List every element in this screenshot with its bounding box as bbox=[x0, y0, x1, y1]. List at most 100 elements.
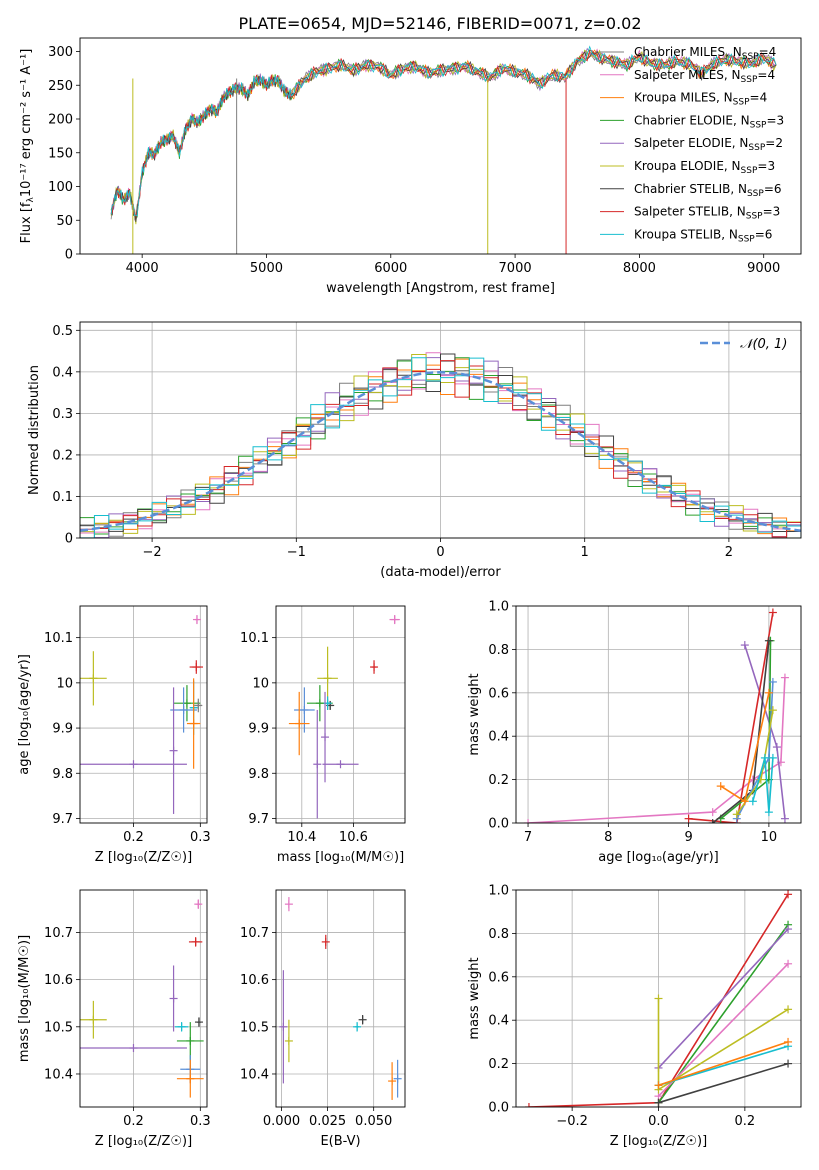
y-axis-label: mass weight bbox=[467, 957, 482, 1039]
y-tick-label: 9.7 bbox=[52, 812, 73, 827]
x-tick-label: 6000 bbox=[374, 261, 407, 276]
x-tick-label: 9000 bbox=[747, 261, 780, 276]
x-tick-label: 0.3 bbox=[190, 830, 211, 845]
histogram-step bbox=[80, 357, 801, 538]
x-tick-label: 7000 bbox=[499, 261, 532, 276]
weight-vs-metallicity-panel: −0.2 0.0 0.2 0.0 0.2 0.4 0.6 0.8 1.0 Z [log₁₀(Z/Z… bbox=[467, 884, 802, 1149]
y-axis-label: mass [log₁₀(M/M☉)] bbox=[17, 935, 32, 1062]
x-tick-label: 9 bbox=[684, 830, 692, 845]
y-tick-label: 0 bbox=[65, 248, 73, 263]
axes-frame bbox=[79, 889, 208, 1108]
x-axis-label: wavelength [Angstrom, rest frame] bbox=[326, 281, 555, 296]
y-tick-label: 9.8 bbox=[52, 767, 73, 782]
y-tick-label: 0.4 bbox=[488, 1014, 509, 1029]
spectrum-line-salpeter-stelib bbox=[110, 50, 777, 218]
x-tick-label: 0.050 bbox=[355, 1114, 392, 1129]
x-tick-label: 10.4 bbox=[287, 830, 316, 845]
x-axis-label: age [log₁₀(age/yr)] bbox=[598, 850, 719, 865]
y-tick-label: 1.0 bbox=[488, 600, 509, 615]
y-tick-label: 0.8 bbox=[488, 643, 509, 658]
y-tick-label: 300 bbox=[48, 45, 73, 60]
y-tick-label: 9.7 bbox=[248, 812, 269, 827]
legend-label: Kroupa MILES, NSSP=4 bbox=[634, 91, 767, 108]
y-tick-label: 50 bbox=[56, 214, 73, 229]
y-tick-label: 0.3 bbox=[52, 407, 73, 422]
y-axis-label: Normed distribution bbox=[27, 365, 42, 495]
spectrum-line-kroupa-stelib bbox=[110, 45, 777, 217]
y-tick-label: 10 bbox=[56, 676, 73, 691]
y-tick-label: 10.5 bbox=[44, 1020, 73, 1035]
y-tick-label: 10.1 bbox=[240, 631, 269, 646]
legend-label: Chabrier ELODIE, NSSP=3 bbox=[634, 113, 784, 130]
histogram-step bbox=[80, 360, 801, 538]
legend-label: Chabrier MILES, NSSP=4 bbox=[634, 45, 776, 62]
y-tick-label: 10.7 bbox=[44, 926, 73, 941]
x-tick-label: 0 bbox=[436, 545, 444, 560]
y-tick-label: 0.1 bbox=[52, 490, 73, 505]
points-group bbox=[80, 615, 203, 814]
x-axis-label: Z [log₁₀(Z/Z☉)] bbox=[95, 1134, 192, 1149]
y-tick-label: 0.5 bbox=[52, 324, 73, 339]
y-tick-label: 10.7 bbox=[240, 926, 269, 941]
x-tick-label: 7 bbox=[524, 830, 532, 845]
weight-line bbox=[658, 1062, 789, 1104]
x-tick-label: 0.2 bbox=[123, 1114, 144, 1129]
y-tick-label: 0.2 bbox=[488, 773, 509, 788]
x-tick-label: 4000 bbox=[126, 261, 159, 276]
weight-line bbox=[657, 963, 789, 1097]
x-tick-label: 8 bbox=[604, 830, 612, 845]
y-axis-label: mass weight bbox=[467, 673, 482, 755]
y-tick-label: 0.6 bbox=[488, 970, 509, 985]
weight-line bbox=[658, 1041, 789, 1087]
legend-label: Kroupa ELODIE, NSSP=3 bbox=[634, 159, 775, 176]
y-tick-label: 0.4 bbox=[52, 365, 73, 380]
x-tick-label: 1 bbox=[581, 545, 589, 560]
spectrum-lines bbox=[110, 45, 777, 254]
y-tick-label: 9.9 bbox=[52, 722, 73, 737]
y-axis-label: Flux [fλ10⁻¹⁷ erg cm⁻² s⁻¹ A⁻¹] bbox=[19, 49, 36, 244]
spectrum-panel: 4000 5000 6000 7000 8000 9000 0 50 100 150 200 250 3… bbox=[19, 37, 802, 296]
mass-vs-extinction-panel: 0.000 0.025 0.050 10.4 10.5 10.6 10.7 E(B-V) bbox=[240, 889, 406, 1149]
points-group bbox=[288, 615, 400, 819]
age-vs-metallicity-panel: 0.2 0.3 9.7 9.8 9.9 10 10.1 Z [log₁₀(Z/Z☉)] age … bbox=[17, 605, 211, 865]
y-tick-label: 10.5 bbox=[240, 1020, 269, 1035]
y-tick-label: 0.6 bbox=[488, 686, 509, 701]
legend-label: Kroupa STELIB, NSSP=6 bbox=[634, 227, 772, 244]
y-tick-label: 0 bbox=[65, 532, 73, 547]
x-tick-label: 10 bbox=[761, 830, 778, 845]
x-tick-label: 0.025 bbox=[309, 1114, 346, 1129]
x-tick-label: 0.0 bbox=[648, 1114, 669, 1129]
weight-line bbox=[688, 612, 774, 823]
y-tick-label: 10 bbox=[252, 676, 269, 691]
y-tick-label: 1.0 bbox=[488, 884, 509, 899]
axes-frame bbox=[275, 605, 406, 824]
lines-group bbox=[524, 890, 793, 1107]
y-tick-label: 0.0 bbox=[488, 1101, 509, 1116]
axes-frame bbox=[515, 605, 802, 824]
gaussian-curve bbox=[80, 371, 801, 532]
points-group bbox=[279, 897, 402, 1100]
mass-vs-metallicity-panel: 0.2 0.3 10.4 10.5 10.6 10.7 Z [log₁₀(Z/Z☉)] mas… bbox=[17, 889, 211, 1149]
weight-vs-age-panel: 7 8 9 10 0.0 0.2 0.4 0.6 0.8 1.0 age [log₁₀(age/yr… bbox=[467, 600, 802, 865]
histogram-group bbox=[80, 352, 801, 538]
x-axis-label: mass [log₁₀(M/M☉)] bbox=[277, 850, 404, 865]
x-tick-label: −2 bbox=[143, 545, 162, 560]
y-tick-label: 0.8 bbox=[488, 927, 509, 942]
y-tick-label: 10.4 bbox=[240, 1067, 269, 1082]
x-tick-label: 2 bbox=[725, 545, 733, 560]
x-axis-label: Z [log₁₀(Z/Z☉)] bbox=[610, 1134, 707, 1149]
weight-line bbox=[752, 757, 774, 813]
y-tick-label: 10.6 bbox=[240, 973, 269, 988]
y-tick-label: 200 bbox=[48, 113, 73, 128]
x-axis-label: Z [log₁₀(Z/Z☉)] bbox=[95, 850, 192, 865]
y-tick-label: 9.9 bbox=[248, 722, 269, 737]
residuals-panel: −2 −1 0 1 2 0 0.1 0.2 0.3 0.4 0.5 (data-model)/erro… bbox=[27, 321, 802, 580]
y-tick-label: 100 bbox=[48, 180, 73, 195]
legend-label: Salpeter ELODIE, NSSP=2 bbox=[634, 136, 783, 153]
y-tick-label: 10.1 bbox=[44, 631, 73, 646]
spectrum-legend: Chabrier MILES, NSSP=4 Salpeter MILES, NS… bbox=[600, 45, 784, 244]
legend-label: Salpeter MILES, NSSP=4 bbox=[634, 68, 775, 85]
x-tick-label: 5000 bbox=[250, 261, 283, 276]
y-tick-label: 0.2 bbox=[52, 448, 73, 463]
axes-frame bbox=[275, 889, 406, 1108]
